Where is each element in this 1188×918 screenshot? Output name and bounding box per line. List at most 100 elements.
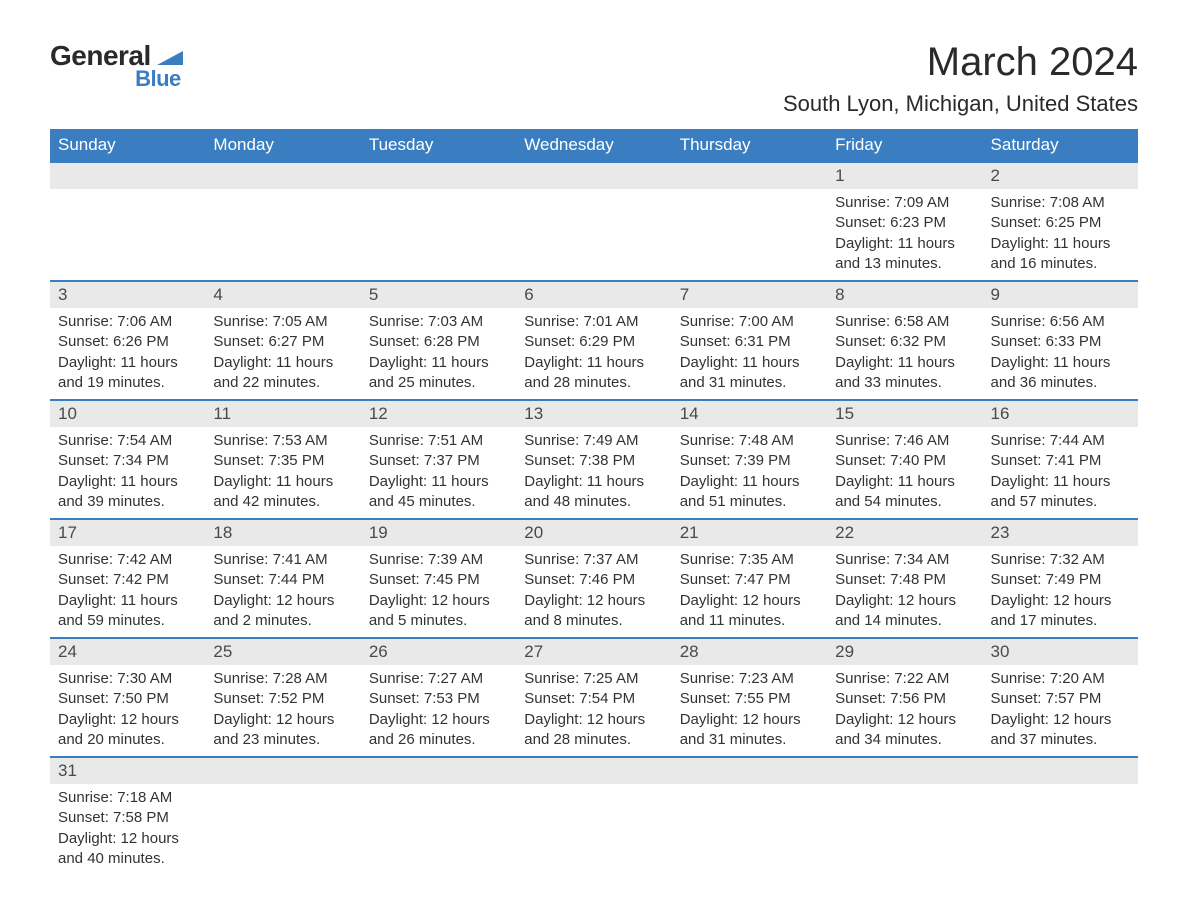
day-data: Sunrise: 7:30 AMSunset: 7:50 PMDaylight:… xyxy=(50,665,205,756)
day-data-line: Sunrise: 7:35 AM xyxy=(680,550,819,570)
day-data: Sunrise: 7:44 AMSunset: 7:41 PMDaylight:… xyxy=(983,427,1138,518)
day-data xyxy=(50,189,205,199)
day-number: 28 xyxy=(672,639,827,665)
day-data-line: Sunrise: 7:42 AM xyxy=(58,550,197,570)
day-data-line: Sunset: 7:52 PM xyxy=(213,689,352,709)
day-data: Sunrise: 7:09 AMSunset: 6:23 PMDaylight:… xyxy=(827,189,982,280)
week-data-row: Sunrise: 7:54 AMSunset: 7:34 PMDaylight:… xyxy=(50,427,1138,519)
day-data-line: Sunrise: 7:44 AM xyxy=(991,431,1130,451)
day-data: Sunrise: 7:22 AMSunset: 7:56 PMDaylight:… xyxy=(827,665,982,756)
week-number-row: 17181920212223 xyxy=(50,519,1138,546)
day-data-line: and 39 minutes. xyxy=(58,492,197,512)
day-number: 26 xyxy=(361,639,516,665)
day-data-line: Sunset: 6:33 PM xyxy=(991,332,1130,352)
day-data-line: Daylight: 11 hours xyxy=(524,353,663,373)
day-data: Sunrise: 7:51 AMSunset: 7:37 PMDaylight:… xyxy=(361,427,516,518)
day-data-line: and 5 minutes. xyxy=(369,611,508,631)
day-data-line: Daylight: 12 hours xyxy=(524,591,663,611)
day-data-line: Daylight: 12 hours xyxy=(58,710,197,730)
day-data: Sunrise: 7:39 AMSunset: 7:45 PMDaylight:… xyxy=(361,546,516,637)
day-data: Sunrise: 7:54 AMSunset: 7:34 PMDaylight:… xyxy=(50,427,205,518)
day-data: Sunrise: 7:03 AMSunset: 6:28 PMDaylight:… xyxy=(361,308,516,399)
logo: General Blue xyxy=(50,40,183,92)
day-data: Sunrise: 7:35 AMSunset: 7:47 PMDaylight:… xyxy=(672,546,827,637)
day-number xyxy=(516,163,671,189)
day-data-line: Sunrise: 7:54 AM xyxy=(58,431,197,451)
day-data-line: Sunrise: 6:56 AM xyxy=(991,312,1130,332)
day-data-line: Sunset: 6:25 PM xyxy=(991,213,1130,233)
day-number: 12 xyxy=(361,401,516,427)
day-data-line: Daylight: 11 hours xyxy=(680,353,819,373)
day-data xyxy=(983,784,1138,794)
day-number: 6 xyxy=(516,282,671,308)
day-data: Sunrise: 7:32 AMSunset: 7:49 PMDaylight:… xyxy=(983,546,1138,637)
day-data-line: Daylight: 11 hours xyxy=(58,591,197,611)
day-data-line: Sunrise: 7:51 AM xyxy=(369,431,508,451)
day-number: 14 xyxy=(672,401,827,427)
day-data-line: and 36 minutes. xyxy=(991,373,1130,393)
day-data: Sunrise: 6:56 AMSunset: 6:33 PMDaylight:… xyxy=(983,308,1138,399)
day-data-line: Daylight: 12 hours xyxy=(524,710,663,730)
calendar-table: Sunday Monday Tuesday Wednesday Thursday… xyxy=(50,129,1138,875)
day-data-line: and 23 minutes. xyxy=(213,730,352,750)
day-data-line: Daylight: 11 hours xyxy=(991,472,1130,492)
day-data: Sunrise: 7:34 AMSunset: 7:48 PMDaylight:… xyxy=(827,546,982,637)
day-number xyxy=(516,758,671,784)
day-data-line: and 17 minutes. xyxy=(991,611,1130,631)
day-data-line: Sunrise: 7:08 AM xyxy=(991,193,1130,213)
day-data-line: and 8 minutes. xyxy=(524,611,663,631)
day-data-line: Sunset: 6:26 PM xyxy=(58,332,197,352)
day-data-line: Sunset: 7:44 PM xyxy=(213,570,352,590)
day-data-line: Daylight: 11 hours xyxy=(524,472,663,492)
day-data-line: and 13 minutes. xyxy=(835,254,974,274)
day-data: Sunrise: 7:46 AMSunset: 7:40 PMDaylight:… xyxy=(827,427,982,518)
day-number: 31 xyxy=(50,758,205,784)
day-number: 21 xyxy=(672,520,827,546)
day-data-line: and 28 minutes. xyxy=(524,373,663,393)
day-number: 23 xyxy=(983,520,1138,546)
day-data-line: Sunset: 7:50 PM xyxy=(58,689,197,709)
day-data-line: Sunset: 7:34 PM xyxy=(58,451,197,471)
weekday-header-row: Sunday Monday Tuesday Wednesday Thursday… xyxy=(50,129,1138,162)
day-data-line: Sunrise: 7:53 AM xyxy=(213,431,352,451)
day-data: Sunrise: 7:23 AMSunset: 7:55 PMDaylight:… xyxy=(672,665,827,756)
day-data xyxy=(361,189,516,199)
day-data-line: Sunrise: 7:37 AM xyxy=(524,550,663,570)
day-data: Sunrise: 7:08 AMSunset: 6:25 PMDaylight:… xyxy=(983,189,1138,280)
day-data-line: and 22 minutes. xyxy=(213,373,352,393)
day-data-line: Sunset: 7:58 PM xyxy=(58,808,197,828)
day-data-line: Daylight: 12 hours xyxy=(58,829,197,849)
day-data-line: and 57 minutes. xyxy=(991,492,1130,512)
day-number: 19 xyxy=(361,520,516,546)
day-data-line: Sunrise: 7:06 AM xyxy=(58,312,197,332)
week-number-row: 10111213141516 xyxy=(50,400,1138,427)
month-title: March 2024 xyxy=(783,40,1138,85)
logo-text-sub: Blue xyxy=(135,66,181,92)
day-number: 4 xyxy=(205,282,360,308)
day-data-line: Sunset: 7:56 PM xyxy=(835,689,974,709)
day-data xyxy=(827,784,982,794)
title-block: March 2024 South Lyon, Michigan, United … xyxy=(783,40,1138,117)
day-data-line: Daylight: 11 hours xyxy=(991,234,1130,254)
day-data-line: Sunset: 6:28 PM xyxy=(369,332,508,352)
day-data-line: and 51 minutes. xyxy=(680,492,819,512)
day-data: Sunrise: 7:37 AMSunset: 7:46 PMDaylight:… xyxy=(516,546,671,637)
day-data: Sunrise: 7:01 AMSunset: 6:29 PMDaylight:… xyxy=(516,308,671,399)
day-data-line: Sunset: 6:32 PM xyxy=(835,332,974,352)
day-data-line: and 11 minutes. xyxy=(680,611,819,631)
day-data-line: and 19 minutes. xyxy=(58,373,197,393)
day-data: Sunrise: 7:53 AMSunset: 7:35 PMDaylight:… xyxy=(205,427,360,518)
day-data-line: Daylight: 11 hours xyxy=(58,472,197,492)
day-data-line: Sunrise: 7:25 AM xyxy=(524,669,663,689)
day-number: 9 xyxy=(983,282,1138,308)
day-data-line: Daylight: 11 hours xyxy=(369,353,508,373)
day-data: Sunrise: 7:42 AMSunset: 7:42 PMDaylight:… xyxy=(50,546,205,637)
day-data-line: and 14 minutes. xyxy=(835,611,974,631)
day-data-line: Sunset: 6:23 PM xyxy=(835,213,974,233)
day-data: Sunrise: 7:41 AMSunset: 7:44 PMDaylight:… xyxy=(205,546,360,637)
day-data-line: Sunrise: 7:49 AM xyxy=(524,431,663,451)
day-data: Sunrise: 7:48 AMSunset: 7:39 PMDaylight:… xyxy=(672,427,827,518)
day-number xyxy=(361,163,516,189)
day-data: Sunrise: 7:28 AMSunset: 7:52 PMDaylight:… xyxy=(205,665,360,756)
day-data-line: Daylight: 11 hours xyxy=(991,353,1130,373)
